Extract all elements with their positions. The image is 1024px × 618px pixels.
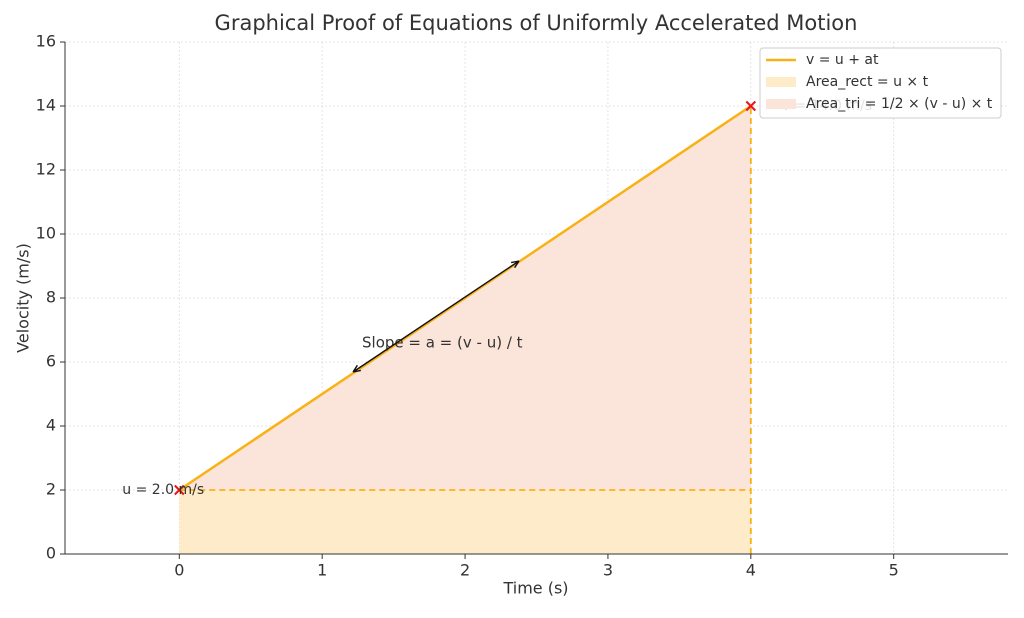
legend-box (759, 47, 1002, 119)
annotation: Slope = a = (v - u) / t (362, 334, 523, 352)
line (178, 104, 752, 492)
y-tick-label: 14 (36, 96, 56, 115)
marker (174, 484, 185, 496)
x-tick-label: 4 (746, 561, 756, 580)
y-tick-label: 4 (46, 416, 56, 435)
x-tick-label: 1 (317, 561, 327, 580)
y-tick-label: 0 (46, 544, 56, 563)
area (179, 490, 751, 554)
legend-label: Area_tri = 1/2 × (v - u) × t (806, 96, 993, 112)
marker (745, 100, 757, 112)
y-tick-label: 2 (46, 480, 56, 499)
y-axis-label: Velocity (m/s) (14, 243, 33, 353)
chart-title: Graphical Proof of Equations of Uniforml… (215, 11, 858, 35)
legend-patch (766, 77, 796, 87)
x-tick-label: 0 (174, 561, 184, 580)
legend-label: v = u + at (806, 52, 879, 68)
y-tick-label: 12 (36, 160, 56, 179)
x-axis-label: Time (s) (502, 579, 568, 598)
y-tick-label: 10 (36, 224, 56, 243)
x-tick-label: 2 (460, 561, 470, 580)
x-tick-label: 3 (603, 561, 613, 580)
y-tick-label: 8 (46, 288, 56, 307)
y-tick-label: 6 (46, 352, 56, 371)
slope-arrow (352, 260, 520, 373)
legend-label: Area_rect = u × t (806, 74, 929, 90)
legend-patch (766, 99, 796, 109)
x-tick-label: 5 (889, 561, 899, 580)
annotation: u = 2.0 m/s (122, 482, 204, 498)
y-tick-label: 16 (36, 32, 56, 51)
